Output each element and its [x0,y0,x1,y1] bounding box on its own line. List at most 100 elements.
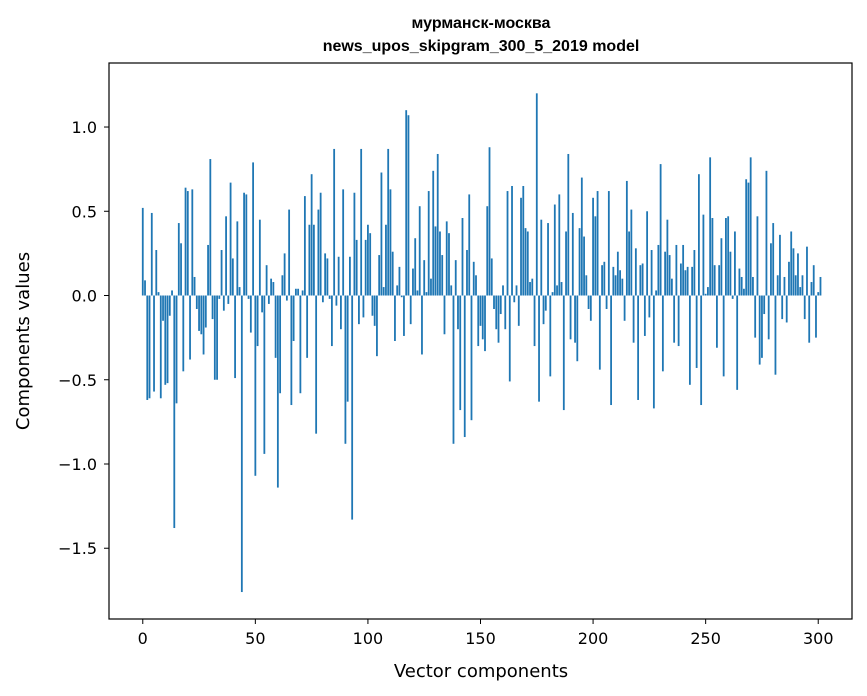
bar [247,295,250,299]
bar [643,295,646,336]
bar [484,295,486,352]
bar [333,148,336,296]
bar [571,212,574,296]
bar [285,295,288,301]
bar [209,159,212,296]
bar [407,115,410,296]
bar [340,295,342,330]
bar [743,288,745,296]
bar [734,231,736,296]
bar [279,295,282,394]
bar [544,295,547,311]
bar [585,275,588,296]
bar [378,255,381,296]
bar [254,295,257,476]
bar [774,295,777,375]
bar [729,251,732,296]
bar [299,295,302,394]
bar [216,295,218,380]
bar [673,295,676,343]
bar [454,260,457,296]
bar [684,270,687,296]
bar [288,209,291,296]
bar [639,265,642,296]
bar [211,295,214,320]
bar [560,282,563,296]
y-tick-label: −1.0 [58,455,97,474]
bar [270,278,273,296]
bar [756,216,759,296]
bar [686,266,689,296]
bar [725,218,727,296]
bar [695,295,698,368]
bar [770,243,772,296]
bar [441,255,444,296]
bar [434,226,437,296]
bar [763,295,766,315]
bar [240,295,243,593]
bar [664,251,667,296]
bar [249,295,252,333]
bar [659,164,662,296]
bar [193,276,196,296]
bar [819,276,822,296]
bar [479,295,482,326]
bar [380,172,383,296]
bar [607,191,610,296]
bar [195,295,198,309]
bar [576,295,579,362]
bar [400,295,403,298]
bar [204,295,207,328]
bar [781,295,784,320]
bar [765,170,768,296]
x-axis-ticks: 0 50 100 150 200 250 300 [138,619,834,648]
bar [788,261,790,296]
bar [547,223,549,296]
bar [657,244,660,296]
bar [655,290,658,296]
bar [551,292,554,296]
bar [709,157,712,296]
bar [450,285,453,296]
bar [421,295,423,355]
bar [189,295,191,360]
y-axis-ticks: −1.5 −1.0 −0.5 0.0 0.5 1.0 [58,118,109,558]
bar [718,265,721,296]
bar [704,293,707,296]
bar [466,250,468,296]
bar [736,295,739,390]
bar [524,228,527,296]
bar [538,295,540,402]
bar [810,282,813,296]
bar [364,239,367,296]
bar [531,278,534,296]
bar [321,295,324,303]
bar [448,233,450,296]
bar [783,276,786,296]
bar [682,244,685,296]
bar [506,191,509,296]
bar [731,295,734,299]
bar [803,295,806,320]
bar [594,216,597,296]
bar [202,295,205,355]
bar [319,192,322,296]
bar [517,295,520,326]
bar [754,295,757,338]
bar [326,258,329,296]
bar [540,219,543,296]
bar [150,212,153,296]
chart-subtitle: news_upos_skipgram_300_5_2019 model [323,38,640,55]
bar [797,253,799,296]
x-axis-label: Vector components [394,661,568,682]
bar [355,239,358,296]
bar [808,295,811,343]
bar [153,295,155,392]
bar [382,287,385,296]
bar [389,189,392,296]
bar [272,282,275,296]
bar [499,295,502,315]
bar [556,285,558,296]
x-tick-label: 0 [138,629,148,648]
